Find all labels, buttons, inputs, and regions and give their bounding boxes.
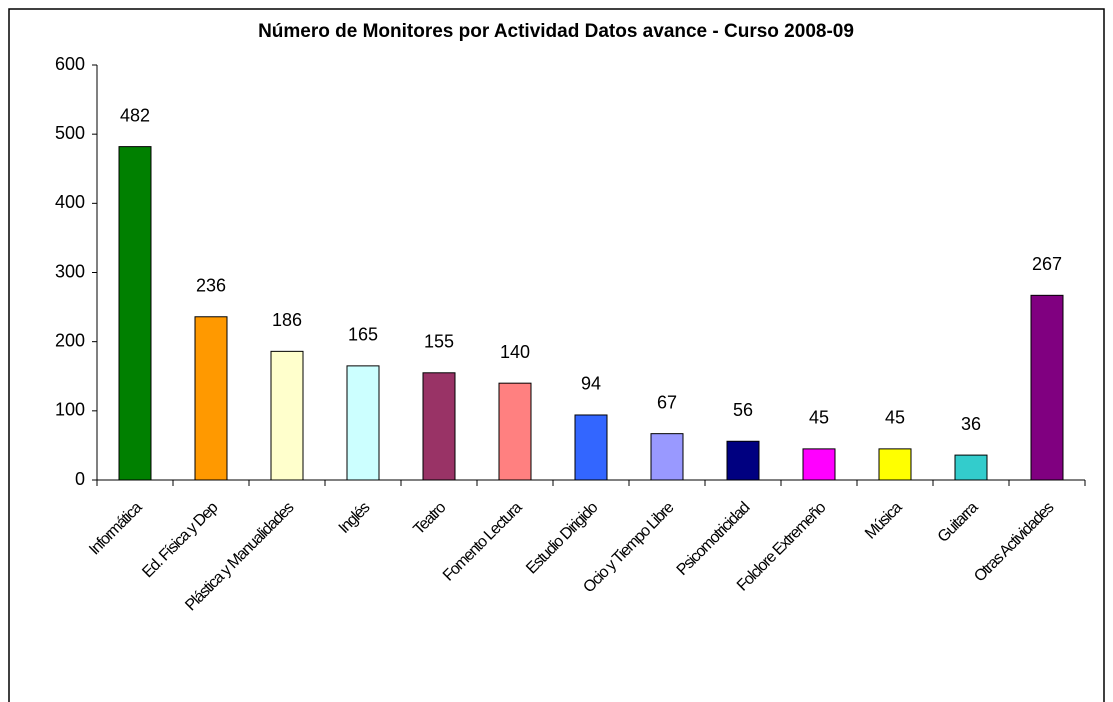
chart-frame (8, 8, 1105, 702)
bar (1030, 294, 1064, 481)
value-label: 140 (500, 342, 530, 362)
value-label: 482 (120, 105, 150, 125)
value-label: 267 (1032, 254, 1062, 274)
value-label: 67 (657, 392, 677, 412)
bar (650, 433, 684, 481)
bar (726, 440, 760, 481)
bar (346, 365, 380, 481)
y-tick-label: 400 (55, 192, 85, 212)
value-label: 36 (961, 414, 981, 434)
y-tick-label: 200 (55, 330, 85, 350)
bar (194, 316, 228, 481)
bar (954, 454, 988, 481)
y-tick-label: 100 (55, 400, 85, 420)
value-label: 236 (196, 276, 226, 296)
bar (802, 448, 836, 481)
value-label: 45 (885, 408, 905, 428)
value-label: 155 (424, 332, 454, 352)
bar (118, 146, 152, 481)
bar (422, 372, 456, 481)
value-label: 186 (272, 310, 302, 330)
value-label: 165 (348, 325, 378, 345)
y-tick-label: 0 (75, 469, 85, 489)
y-tick-label: 500 (55, 123, 85, 143)
bar (270, 350, 304, 481)
bar (878, 448, 912, 481)
value-label: 94 (581, 374, 601, 394)
chart-title: Número de Monitores por Actividad Datos … (258, 21, 854, 42)
y-tick-label: 600 (55, 54, 85, 74)
value-label: 45 (809, 408, 829, 428)
bar (498, 382, 532, 481)
y-tick-label: 300 (55, 261, 85, 281)
bar (574, 414, 608, 481)
value-label: 56 (733, 400, 753, 420)
